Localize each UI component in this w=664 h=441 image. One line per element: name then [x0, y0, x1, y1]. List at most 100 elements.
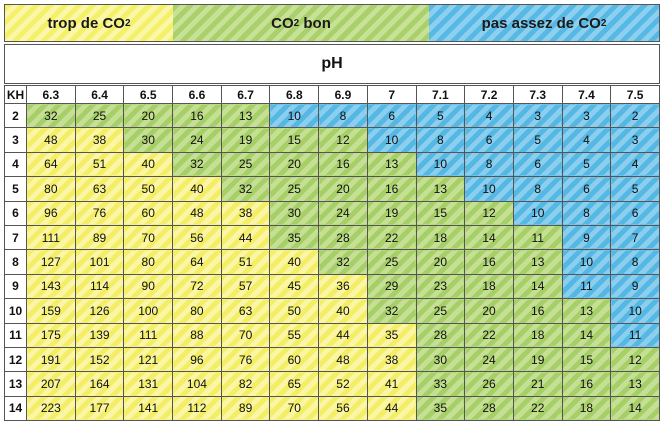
co2-value-cell: 70	[220, 322, 271, 348]
co2-value-cell: 28	[415, 322, 466, 348]
legend-too-much-co2: trop de CO 2	[5, 5, 173, 41]
co2-value-cell: 5	[512, 127, 563, 153]
co2-value-cell: 76	[220, 346, 271, 373]
table-row: 13 207 164 131 104 82 65 52 41 33 26 21 16 13	[4, 371, 660, 397]
co2-value-cell: 51	[74, 151, 125, 178]
legend-subscript: 2	[293, 17, 300, 29]
co2-value-cell: 4	[464, 102, 514, 129]
co2-value-cell: 76	[74, 200, 125, 226]
kh-row-label: 7	[4, 224, 27, 251]
co2-value-cell: 20	[269, 151, 320, 178]
table-row: 4 64 51 40 32 25 20 16 13 10 8 6 5 4	[4, 151, 660, 178]
co2-value-cell: 45	[269, 273, 320, 300]
co2-value-cell: 44	[220, 224, 271, 251]
co2-value-cell: 8	[415, 127, 466, 153]
co2-value-cell: 5	[610, 176, 660, 202]
co2-value-cell: 80	[123, 249, 174, 275]
co2-value-cell: 121	[123, 346, 174, 373]
kh-row-label: 14	[4, 395, 27, 422]
co2-value-cell: 60	[269, 346, 320, 373]
co2-value-cell: 3	[610, 127, 660, 153]
kh-row-label: 9	[4, 273, 27, 300]
co2-value-cell: 19	[366, 200, 417, 226]
co2-value-cell: 63	[74, 176, 125, 202]
co2-value-cell: 3	[512, 102, 563, 129]
co2-value-cell: 65	[269, 371, 320, 397]
co2-value-cell: 41	[366, 371, 417, 397]
co2-value-cell: 12	[464, 200, 514, 226]
co2-value-cell: 32	[26, 102, 76, 129]
ph-column-header: 6.6	[172, 85, 222, 104]
co2-value-cell: 90	[123, 273, 174, 300]
co2-legend: trop de CO 2 CO 2 bon pas assez de CO 2	[4, 4, 660, 42]
co2-value-cell: 26	[464, 371, 514, 397]
co2-value-cell: 70	[269, 395, 320, 422]
table-row: 2 32 25 20 16 13 10 8 6 5 4 3 3 2	[4, 102, 660, 129]
co2-value-cell: 10	[610, 298, 660, 324]
co2-value-cell: 38	[366, 346, 417, 373]
co2-value-cell: 18	[512, 322, 563, 348]
table-row: 14 223 177 141 112 89 70 56 44 35 28 22 18 14	[4, 395, 660, 422]
co2-value-cell: 28	[318, 224, 368, 251]
co2-value-cell: 21	[512, 371, 563, 397]
co2-value-cell: 35	[366, 322, 417, 348]
co2-value-cell: 64	[26, 151, 76, 178]
co2-value-cell: 8	[610, 249, 660, 275]
co2-value-cell: 30	[415, 346, 466, 373]
co2-value-cell: 40	[172, 176, 222, 202]
kh-row-label: 12	[4, 346, 27, 373]
ph-column-header: 7.4	[561, 85, 612, 104]
co2-value-cell: 35	[415, 395, 466, 422]
co2-value-cell: 23	[415, 273, 466, 300]
co2-table: KH 6.3 6.4 6.5 6.6 6.7 6.8 6.9 7 7.1 7.2 7.3 7.4 7.5…	[4, 85, 660, 422]
co2-value-cell: 16	[366, 176, 417, 202]
co2-value-cell: 111	[123, 322, 174, 348]
ph-column-header: 6.7	[220, 85, 271, 104]
table-row: 12 191 152 121 96 76 60 48 38 30 24 19 15 12	[4, 346, 660, 373]
kh-row-label: 5	[4, 176, 27, 202]
co2-value-cell: 6	[561, 176, 612, 202]
co2-value-cell: 159	[26, 298, 76, 324]
co2-value-cell: 55	[269, 322, 320, 348]
table-body: 2 32 25 20 16 13 10 8 6 5 4 3 3 2 3 48 38 30 24 19 15 12 10 8 6 5…	[4, 102, 660, 422]
ph-column-header: 6.4	[74, 85, 125, 104]
co2-value-cell: 40	[123, 151, 174, 178]
co2-value-cell: 8	[318, 102, 368, 129]
co2-value-cell: 139	[74, 322, 125, 348]
co2-value-cell: 14	[561, 322, 612, 348]
co2-value-cell: 64	[172, 249, 222, 275]
co2-value-cell: 44	[366, 395, 417, 422]
co2-value-cell: 36	[318, 273, 368, 300]
co2-value-cell: 32	[366, 298, 417, 324]
co2-value-cell: 8	[512, 176, 563, 202]
co2-value-cell: 33	[415, 371, 466, 397]
co2-value-cell: 20	[318, 176, 368, 202]
co2-value-cell: 16	[318, 151, 368, 178]
co2-value-cell: 25	[366, 249, 417, 275]
co2-value-cell: 14	[512, 273, 563, 300]
co2-value-cell: 40	[269, 249, 320, 275]
co2-value-cell: 177	[74, 395, 125, 422]
co2-value-cell: 89	[220, 395, 271, 422]
co2-value-cell: 88	[172, 322, 222, 348]
co2-value-cell: 15	[561, 346, 612, 373]
co2-value-cell: 11	[610, 322, 660, 348]
co2-value-cell: 56	[172, 224, 222, 251]
co2-value-cell: 80	[172, 298, 222, 324]
co2-value-cell: 5	[561, 151, 612, 178]
kh-row-label: 4	[4, 151, 27, 178]
ph-column-header: 7.5	[610, 85, 660, 104]
co2-value-cell: 6	[464, 127, 514, 153]
co2-value-cell: 24	[318, 200, 368, 226]
co2-value-cell: 96	[26, 200, 76, 226]
co2-value-cell: 63	[220, 298, 271, 324]
co2-value-cell: 89	[74, 224, 125, 251]
co2-value-cell: 111	[26, 224, 76, 251]
co2-value-cell: 18	[415, 224, 466, 251]
co2-value-cell: 20	[464, 298, 514, 324]
co2-value-cell: 30	[269, 200, 320, 226]
co2-value-cell: 25	[415, 298, 466, 324]
co2-value-cell: 57	[220, 273, 271, 300]
co2-value-cell: 50	[123, 176, 174, 202]
co2-value-cell: 80	[26, 176, 76, 202]
